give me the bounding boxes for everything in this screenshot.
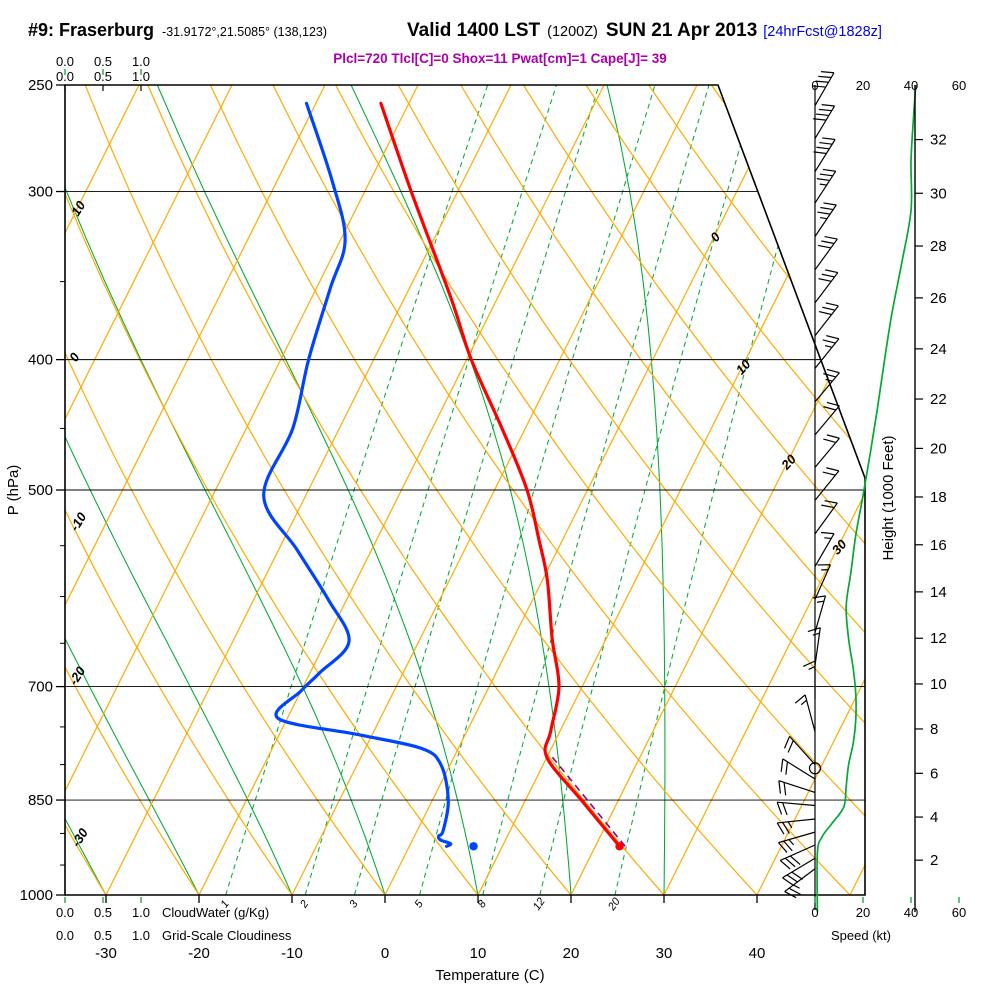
temp-tick-label: -10 bbox=[281, 945, 303, 962]
cloudiness-tick-top: 0.0 bbox=[56, 69, 74, 84]
temp-axis-label: Temperature (C) bbox=[435, 967, 544, 984]
valid-zulu: (1200Z) bbox=[547, 24, 598, 40]
cloudiness-label: Grid-Scale Cloudiness bbox=[162, 928, 292, 943]
cloudiness-tick-bottom: 1.0 bbox=[132, 928, 150, 943]
temp-tick-label: 20 bbox=[563, 945, 580, 962]
height-tick-label: 18 bbox=[930, 489, 947, 506]
cloudwater-tick-top: 0.5 bbox=[94, 54, 112, 69]
height-tick-label: 20 bbox=[930, 440, 947, 457]
height-tick-label: 28 bbox=[930, 238, 947, 255]
speed-tick-label-top: 40 bbox=[904, 78, 918, 93]
height-tick-label: 8 bbox=[930, 721, 938, 738]
temp-tick-label: 0 bbox=[381, 945, 389, 962]
speed-tick-label-bottom: 20 bbox=[856, 905, 870, 920]
station-title: #9: Fraserburg bbox=[28, 20, 155, 40]
stability-params: Plcl=720 Tlcl[C]=0 Shox=11 Pwat[cm]=1 Ca… bbox=[333, 51, 667, 66]
cloudwater-label: CloudWater (g/Kg) bbox=[162, 905, 269, 920]
pressure-tick-label: 1000 bbox=[20, 887, 53, 904]
height-tick-label: 12 bbox=[930, 630, 947, 647]
pressure-tick-label: 500 bbox=[28, 482, 53, 499]
cloud-scales: 0.00.00.50.51.01.00.00.00.50.51.01.0Clou… bbox=[56, 54, 292, 943]
height-axis-label: Height (1000 Feet) bbox=[880, 435, 897, 560]
pressure-tick-label: 250 bbox=[28, 77, 53, 94]
mixing-ratio-label: 20 bbox=[605, 895, 623, 913]
pressure-tick-label: 850 bbox=[28, 792, 53, 809]
cloudwater-tick-bottom: 0.5 bbox=[94, 905, 112, 920]
cloudwater-tick-top: 0.0 bbox=[56, 54, 74, 69]
height-tick-label: 24 bbox=[930, 341, 947, 358]
pressure-tick-label: 300 bbox=[28, 184, 53, 201]
height-tick-label: 6 bbox=[930, 765, 938, 782]
isotherm-label: 30 bbox=[829, 536, 850, 557]
mixing-ratio-label: 2 bbox=[297, 898, 311, 911]
height-tick-label: 2 bbox=[930, 852, 938, 869]
temp-tick-label: 30 bbox=[656, 945, 673, 962]
pressure-tick-label: 400 bbox=[28, 352, 53, 369]
cloudiness-tick-bottom: 0.5 bbox=[94, 928, 112, 943]
height-tick-label: 32 bbox=[930, 132, 947, 149]
temp-tick-label: -30 bbox=[95, 945, 117, 962]
plot-frame bbox=[64, 84, 866, 896]
cloudiness-tick-top: 1.0 bbox=[132, 69, 150, 84]
mixing-ratio-label: 1 bbox=[219, 898, 232, 910]
speed-scale: 0 0 20 20 40 40 60 60 Speed (kt) bbox=[811, 78, 966, 943]
height-tick-label: 26 bbox=[930, 290, 947, 307]
temp-tick-label: 10 bbox=[470, 945, 487, 962]
speed-tick-label-top: 20 bbox=[856, 78, 870, 93]
cloudiness-tick-bottom: 0.0 bbox=[56, 928, 74, 943]
speed-tick-label-top: 0 bbox=[811, 78, 818, 93]
height-tick-label: 10 bbox=[930, 676, 947, 693]
surface-dewpoint-dot bbox=[469, 842, 478, 851]
wind-speed-curve bbox=[816, 84, 917, 913]
cloudwater-tick-bottom: 1.0 bbox=[132, 905, 150, 920]
cloudiness-tick-top: 0.5 bbox=[94, 69, 112, 84]
height-tick-label: 4 bbox=[930, 809, 938, 826]
dry-adiabat-label: -30 bbox=[68, 825, 91, 850]
height-tick-label: 22 bbox=[930, 391, 947, 408]
dry-adiabat-label: -10 bbox=[67, 509, 90, 534]
forecast-tag: [24hrFcst@1828z] bbox=[763, 24, 882, 40]
valid-date: SUN 21 Apr 2013 bbox=[605, 20, 758, 41]
speed-tick-label-bottom: 40 bbox=[904, 905, 918, 920]
pressure-axis-label: P (hPa) bbox=[5, 465, 22, 516]
cloudwater-tick-top: 1.0 bbox=[132, 54, 150, 69]
temp-tick-label: -20 bbox=[188, 945, 210, 962]
mixing-ratio-label: 3 bbox=[347, 898, 361, 911]
title-bar: #9: Fraserburg -31.9172°,21.5085° (138,1… bbox=[28, 20, 882, 42]
valid-time: Valid 1400 LST bbox=[407, 20, 541, 41]
speed-axis-label: Speed (kt) bbox=[831, 928, 891, 943]
cloudwater-tick-bottom: 0.0 bbox=[56, 905, 74, 920]
wind-barb-column bbox=[776, 71, 840, 910]
pressure-axis: 250 300 400 500 700 850 1000 P (hPa) bbox=[5, 77, 65, 904]
isotherm-label: 20 bbox=[778, 451, 800, 473]
speed-tick-label-bottom: 60 bbox=[952, 905, 966, 920]
moist-adiabats bbox=[65, 85, 666, 895]
height-tick-label: 16 bbox=[930, 537, 947, 554]
height-tick-label: 30 bbox=[930, 185, 947, 202]
dewpoint-curve bbox=[262, 101, 453, 848]
temperature-curve bbox=[379, 101, 622, 848]
temp-tick-label: 40 bbox=[749, 945, 766, 962]
isotherm-label: 0 bbox=[707, 229, 724, 245]
height-tick-label: 14 bbox=[930, 584, 947, 601]
dry-adiabat-label: -20 bbox=[66, 663, 89, 688]
pressure-tick-label: 700 bbox=[28, 679, 53, 696]
mixing-ratio-label: 5 bbox=[412, 898, 426, 911]
speed-tick-label-bottom: 0 bbox=[811, 905, 818, 920]
dry-adiabat-label: 10 bbox=[68, 198, 89, 219]
temperature-axis: -30 -20 -10 0 10 20 30 40 Temperature (C) bbox=[95, 895, 765, 984]
station-coords: -31.9172°,21.5085° (138,123) bbox=[162, 25, 328, 39]
pressure-gridlines bbox=[65, 191, 865, 801]
speed-tick-label-top: 60 bbox=[952, 78, 966, 93]
mixing-ratio-label: 12 bbox=[531, 896, 548, 913]
surface-temp-dot bbox=[615, 842, 624, 851]
